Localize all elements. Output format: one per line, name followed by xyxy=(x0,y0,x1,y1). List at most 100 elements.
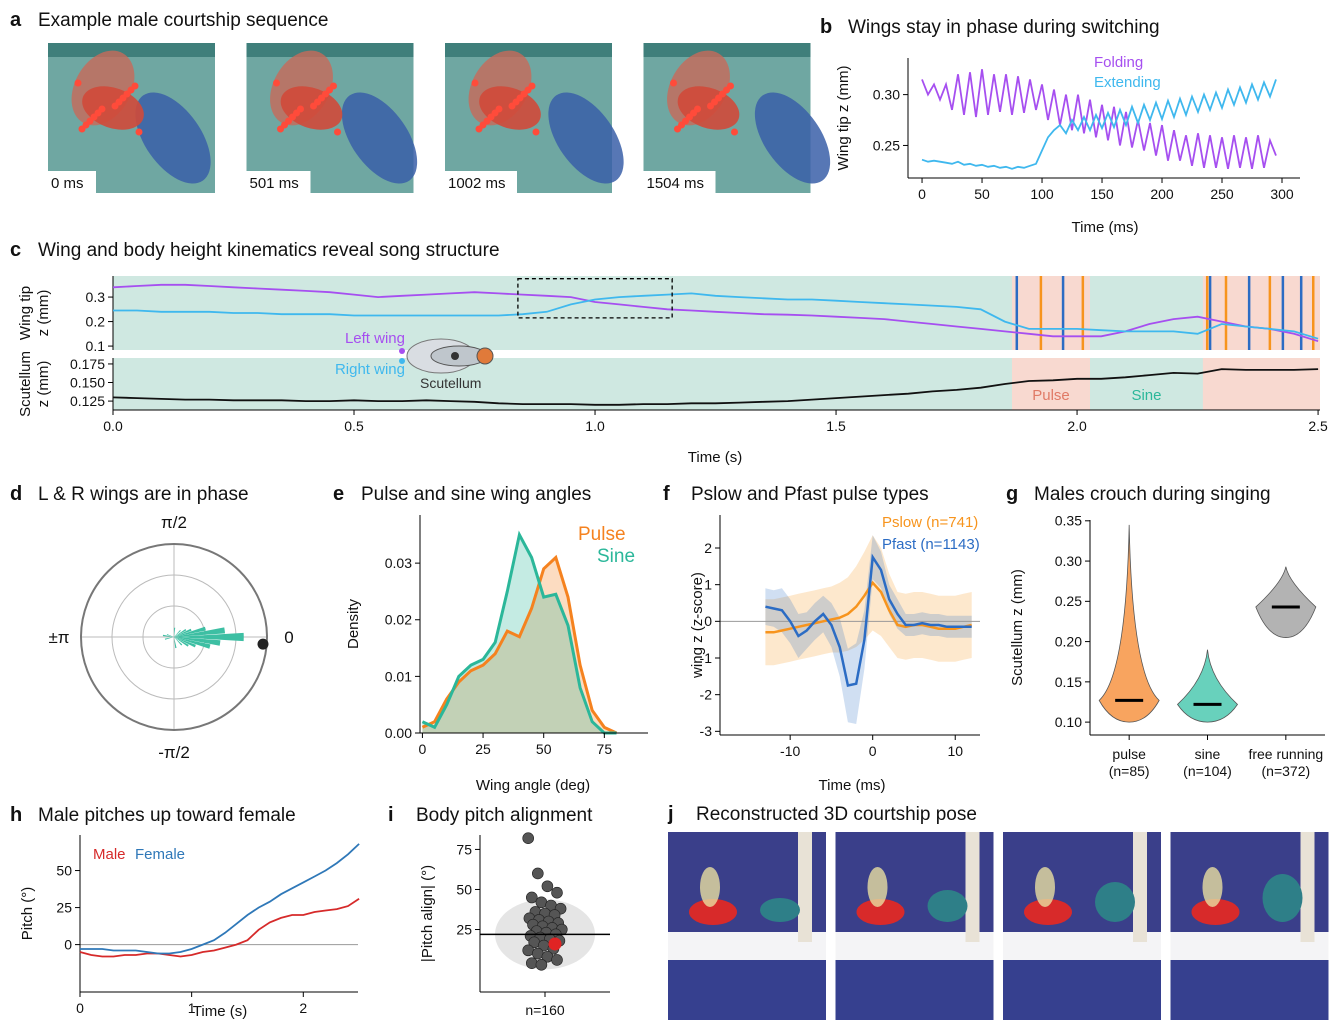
y-tick-label: 0.2 xyxy=(86,313,106,329)
y-axis-label: z (mm) xyxy=(35,290,52,337)
x-axis-label: Time (ms) xyxy=(819,777,886,794)
frame-label: 501 ms xyxy=(250,175,299,192)
x-axis-label: Wing angle (deg) xyxy=(476,777,590,794)
legend-entry: Female xyxy=(135,846,185,863)
keypoint xyxy=(136,129,143,136)
n-label: (n=104) xyxy=(1183,763,1232,779)
legend-entry: Pfast (n=1143) xyxy=(882,536,980,553)
legend-entry: Male xyxy=(93,846,126,863)
point xyxy=(552,954,563,965)
x-tick-label: -10 xyxy=(780,743,800,759)
keypoint xyxy=(132,83,139,90)
photo-frame xyxy=(247,39,433,196)
y-tick-label: 0.1 xyxy=(86,338,106,354)
keypoint xyxy=(273,80,280,87)
keypoint xyxy=(99,106,106,113)
y-tick-label: 75 xyxy=(456,841,472,857)
render-grid xyxy=(836,960,994,1020)
panel-title: L & R wings are in phase xyxy=(38,484,249,505)
y-tick-label: -2 xyxy=(700,687,713,703)
male-wing-render xyxy=(868,867,888,907)
render-post xyxy=(798,832,812,942)
y-axis-label: |Pitch align| (°) xyxy=(419,865,436,962)
y-tick-label: 50 xyxy=(56,862,72,878)
y-tick-label: 0.10 xyxy=(1055,714,1082,730)
y-tick-label: 0.25 xyxy=(873,137,900,153)
y-axis-label: Scutellum xyxy=(17,351,34,417)
y-tick-label: 2 xyxy=(704,540,712,556)
x-tick-label: sine xyxy=(1195,746,1221,762)
y-tick-label: 0 xyxy=(64,937,72,953)
y-tick-label: 0.150 xyxy=(70,374,105,390)
keypoint xyxy=(472,80,479,87)
panel-title: Pulse and sine wing angles xyxy=(361,484,591,505)
y-tick-label: 25 xyxy=(56,899,72,915)
panel-letter: h xyxy=(10,804,22,826)
panel-title: Example male courtship sequence xyxy=(38,10,328,31)
legend-entry: Sine xyxy=(597,546,635,567)
y-tick-label: 0.25 xyxy=(1055,593,1082,609)
point xyxy=(523,833,534,844)
y-tick-label: 25 xyxy=(456,921,472,937)
panel-title: Reconstructed 3D courtship pose xyxy=(696,804,977,825)
highlight-point xyxy=(549,937,562,950)
y-axis-label: Density xyxy=(345,598,362,649)
x-tick-label: 250 xyxy=(1210,186,1234,202)
keypoint xyxy=(694,106,701,113)
x-tick-label: 150 xyxy=(1090,186,1114,202)
x-tick-label: 0.0 xyxy=(103,418,123,434)
x-tick-label: free running xyxy=(1248,746,1323,762)
x-tick-label: 200 xyxy=(1150,186,1174,202)
keypoint xyxy=(330,83,337,90)
x-tick-label: 300 xyxy=(1270,186,1294,202)
render-post xyxy=(1301,832,1315,942)
y-tick-label: 0.3 xyxy=(86,289,106,305)
panel-letter: g xyxy=(1006,483,1018,505)
panel-title: Body pitch alignment xyxy=(416,805,593,826)
male-wing-render xyxy=(700,867,720,907)
theta-tick-label: 0 xyxy=(284,628,293,647)
y-tick-label: 0.00 xyxy=(385,725,412,741)
violin xyxy=(1099,525,1159,722)
keypoint xyxy=(670,80,677,87)
frame-label: 1002 ms xyxy=(448,175,506,192)
y-axis-label: Wing tip z (mm) xyxy=(835,65,852,170)
x-axis-label: Time (s) xyxy=(688,449,742,466)
render-frame xyxy=(1171,832,1329,1020)
female-render xyxy=(1095,882,1135,922)
render-frame xyxy=(836,832,994,1020)
y-tick-label: 0.125 xyxy=(70,393,105,409)
legend-entry: Pulse xyxy=(578,524,626,545)
y-tick-label: 0.35 xyxy=(1055,513,1082,529)
n-label: (n=372) xyxy=(1262,763,1311,779)
x-tick-label: 0 xyxy=(869,743,877,759)
x-tick-label: 2.5 xyxy=(1308,418,1328,434)
x-tick-label: n=160 xyxy=(525,1002,565,1018)
y-tick-label: 0.15 xyxy=(1055,674,1082,690)
series-line xyxy=(80,899,359,957)
panel-letter: e xyxy=(333,483,344,505)
x-tick-label: pulse xyxy=(1112,746,1146,762)
male-wing-render xyxy=(1035,867,1055,907)
keypoint xyxy=(533,129,540,136)
legend-entry: Folding xyxy=(1094,54,1143,71)
page: aExample male courtship sequence0 ms501 … xyxy=(0,0,1337,1020)
point xyxy=(526,892,537,903)
keypoint xyxy=(731,129,738,136)
x-axis-label: Time (ms) xyxy=(1072,219,1139,236)
keypoint xyxy=(496,106,503,113)
point xyxy=(526,958,537,969)
figure: aExample male courtship sequence0 ms501 … xyxy=(0,0,1337,1020)
point xyxy=(552,887,563,898)
photo-frame xyxy=(644,39,846,196)
female-render xyxy=(760,898,800,922)
photo-frame xyxy=(445,39,639,196)
y-tick-label: 0.20 xyxy=(1055,633,1082,649)
panel-letter: b xyxy=(820,16,832,38)
keypoint xyxy=(334,129,341,136)
mean-vector xyxy=(257,639,268,650)
render-grid xyxy=(1003,960,1161,1020)
left-wing-marker xyxy=(399,348,405,354)
y-axis-label: Scutellum z (mm) xyxy=(1009,569,1026,686)
legend-entry: Extending xyxy=(1094,74,1161,91)
